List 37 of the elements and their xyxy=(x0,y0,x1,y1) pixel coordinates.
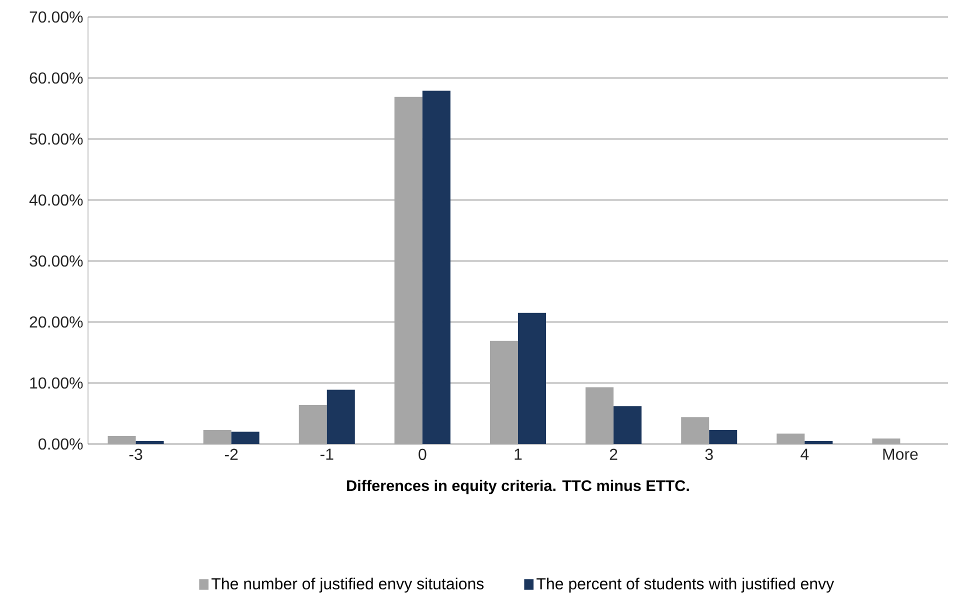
y-tick-label: 50.00% xyxy=(30,133,83,145)
bar xyxy=(776,434,805,444)
bar xyxy=(518,312,546,444)
bar xyxy=(709,430,738,444)
y-tick-label: 0.00% xyxy=(38,438,83,450)
bar xyxy=(490,340,518,444)
bar xyxy=(614,406,642,444)
y-tick-label: 60.00% xyxy=(30,72,83,84)
bar xyxy=(231,432,260,444)
x-tick-label: More xyxy=(883,448,918,460)
x-tick-label: 3 xyxy=(705,448,713,460)
y-tick-label: 30.00% xyxy=(30,255,83,267)
bar xyxy=(586,387,614,444)
legend-label: The number of justified envy situtaions xyxy=(212,578,484,593)
y-tick-label: 70.00% xyxy=(30,11,83,23)
x-axis-title: Differences in equity criteria. TTC minus ETTC. xyxy=(347,480,689,494)
bar xyxy=(422,90,450,444)
x-tick-label: 0 xyxy=(418,448,426,460)
bar xyxy=(804,440,833,444)
y-tick-label: 40.00% xyxy=(29,194,83,206)
x-tick-label: 2 xyxy=(610,448,618,460)
bar xyxy=(326,390,355,444)
x-tick-label: 1 xyxy=(514,448,522,460)
bar xyxy=(298,404,327,444)
bar xyxy=(872,438,900,444)
x-tick-label: -1 xyxy=(320,448,334,460)
y-tick-label: 10.00% xyxy=(30,377,83,389)
x-tick-label: 4 xyxy=(800,448,809,460)
bar xyxy=(681,417,710,444)
x-tick-label: -2 xyxy=(224,448,238,460)
bar xyxy=(203,430,232,444)
bar xyxy=(108,436,136,444)
y-tick-label: 20.00% xyxy=(30,316,83,328)
x-tick-label: -3 xyxy=(129,448,142,460)
bar xyxy=(394,96,422,444)
bar xyxy=(136,440,164,444)
legend-label: The percent of students with justified envy xyxy=(536,578,834,593)
